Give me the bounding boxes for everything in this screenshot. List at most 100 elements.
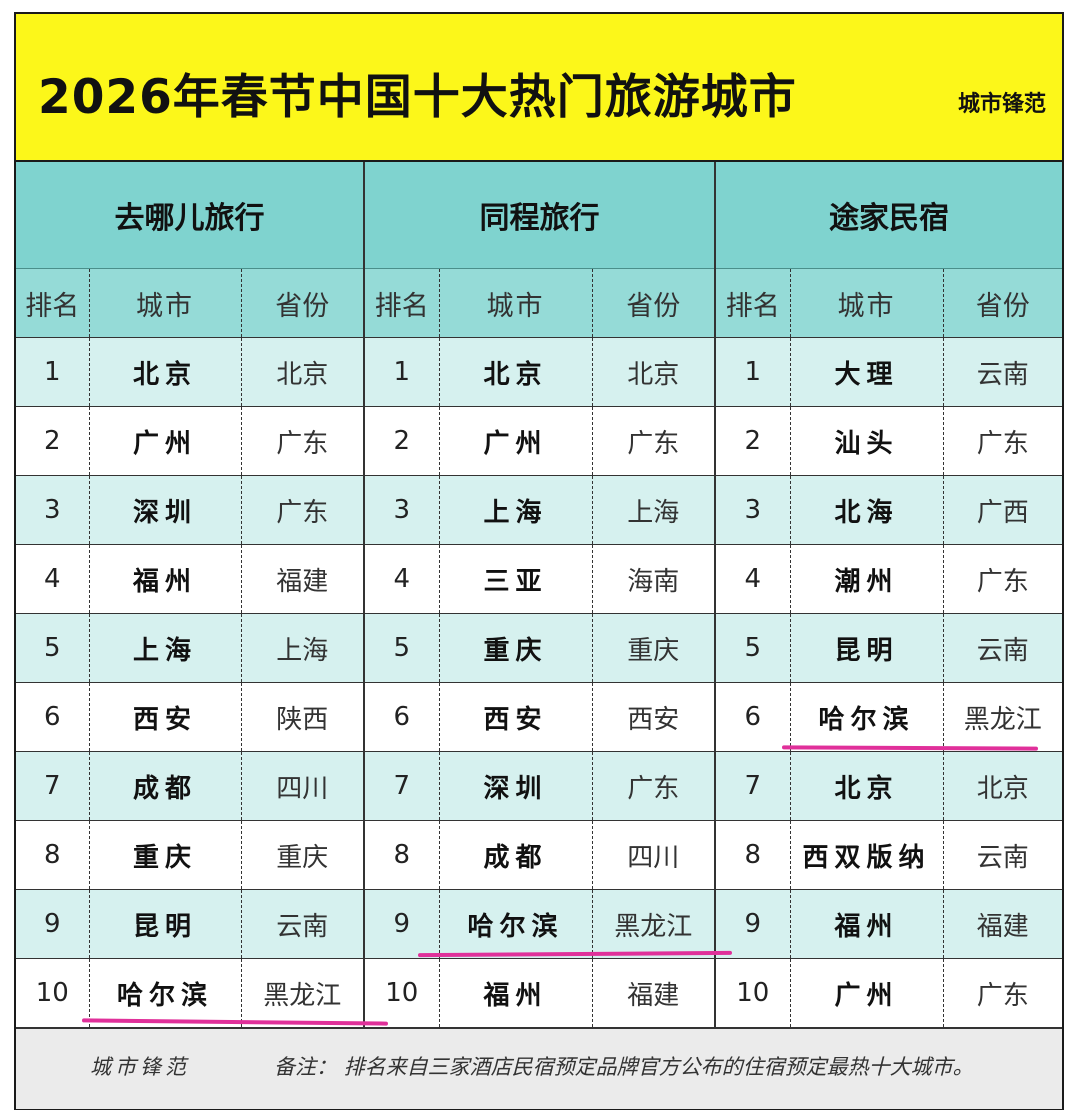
rank-cell: 3 xyxy=(16,475,90,545)
province-cell: 黑龙江 xyxy=(592,889,717,959)
city-cell: 福州 xyxy=(439,958,593,1028)
column-header-province: 省份 xyxy=(943,268,1063,338)
city-cell: 西安 xyxy=(439,682,593,752)
rank-cell: 4 xyxy=(715,544,791,614)
rank-cell: 5 xyxy=(364,613,440,683)
rank-cell: 2 xyxy=(715,406,791,476)
city-cell: 西安 xyxy=(89,682,242,752)
column-header-city: 城市 xyxy=(790,268,944,338)
rank-cell: 5 xyxy=(16,613,90,683)
column-header-rank: 排名 xyxy=(364,268,440,338)
footer-brand: 城市锋范 xyxy=(90,1055,190,1079)
rank-cell: 4 xyxy=(364,544,440,614)
province-cell: 黑龙江 xyxy=(943,682,1063,752)
province-cell: 广东 xyxy=(241,475,366,545)
rank-cell: 6 xyxy=(715,682,791,752)
province-cell: 四川 xyxy=(241,751,366,821)
rank-cell: 5 xyxy=(715,613,791,683)
column-header-province: 省份 xyxy=(592,268,717,338)
rank-cell: 2 xyxy=(16,406,90,476)
province-cell: 北京 xyxy=(241,337,366,407)
city-cell: 深圳 xyxy=(439,751,593,821)
platform-header-qunar: 去哪儿旅行 xyxy=(16,162,366,269)
province-cell: 北京 xyxy=(943,751,1063,821)
platform-header-tongcheng: 同程旅行 xyxy=(364,162,717,269)
province-cell: 广东 xyxy=(592,406,717,476)
column-header-city: 城市 xyxy=(439,268,593,338)
platform-header-tujia: 途家民宿 xyxy=(715,162,1063,269)
table-row: 6 西安 陕西 6 西安 西安 6 哈尔滨 黑龙江 xyxy=(16,682,1063,752)
rank-cell: 10 xyxy=(16,958,90,1028)
rank-cell: 2 xyxy=(364,406,440,476)
table-row: 1 北京 北京 1 北京 北京 1 大理 云南 xyxy=(16,337,1063,407)
province-cell: 云南 xyxy=(943,337,1063,407)
table-row: 10 哈尔滨 黑龙江 10 福州 福建 10 广州 广东 xyxy=(16,958,1063,1028)
table-row: 2 广州 广东 2 广州 广东 2 汕头 广东 xyxy=(16,406,1063,476)
city-cell: 三亚 xyxy=(439,544,593,614)
table-row: 5 上海 上海 5 重庆 重庆 5 昆明 云南 xyxy=(16,613,1063,683)
city-cell: 北京 xyxy=(439,337,593,407)
province-cell: 四川 xyxy=(592,820,717,890)
province-cell: 云南 xyxy=(943,613,1063,683)
rank-cell: 1 xyxy=(715,337,791,407)
province-cell: 广东 xyxy=(943,544,1063,614)
province-cell: 重庆 xyxy=(241,820,366,890)
rank-cell: 7 xyxy=(16,751,90,821)
province-cell: 上海 xyxy=(592,475,717,545)
rank-cell: 6 xyxy=(364,682,440,752)
column-header-province: 省份 xyxy=(241,268,366,338)
province-cell: 广东 xyxy=(592,751,717,821)
province-cell: 黑龙江 xyxy=(241,958,366,1028)
brand-label: 城市锋范 xyxy=(957,92,1046,117)
rank-cell: 9 xyxy=(364,889,440,959)
rank-cell: 9 xyxy=(715,889,791,959)
city-cell: 昆明 xyxy=(89,889,242,959)
city-cell: 哈尔滨 xyxy=(89,958,242,1028)
rank-cell: 3 xyxy=(715,475,791,545)
city-cell: 福州 xyxy=(790,889,944,959)
province-cell: 云南 xyxy=(241,889,366,959)
city-cell: 汕头 xyxy=(790,406,944,476)
province-cell: 上海 xyxy=(241,613,366,683)
rank-cell: 10 xyxy=(715,958,791,1028)
ranking-sheet: 2026年春节中国十大热门旅游城市 城市锋范 去哪儿旅行 同程旅行 途家民宿 排… xyxy=(14,12,1064,1110)
city-cell: 北京 xyxy=(790,751,944,821)
province-cell: 海南 xyxy=(592,544,717,614)
city-cell: 哈尔滨 xyxy=(790,682,944,752)
city-cell: 重庆 xyxy=(89,820,242,890)
rank-cell: 1 xyxy=(364,337,440,407)
province-cell: 北京 xyxy=(592,337,717,407)
footer: 城市锋范 备注： 排名来自三家酒店民宿预定品牌官方公布的住宿预定最热十大城市。 xyxy=(16,1028,1062,1109)
province-cell: 福建 xyxy=(592,958,717,1028)
city-cell: 广州 xyxy=(439,406,593,476)
city-cell: 北京 xyxy=(89,337,242,407)
city-cell: 福州 xyxy=(89,544,242,614)
rank-cell: 3 xyxy=(364,475,440,545)
city-cell: 西双版纳 xyxy=(790,820,944,890)
city-cell: 上海 xyxy=(439,475,593,545)
province-cell: 陕西 xyxy=(241,682,366,752)
province-cell: 福建 xyxy=(241,544,366,614)
rank-cell: 10 xyxy=(364,958,440,1028)
city-cell: 上海 xyxy=(89,613,242,683)
column-header-rank: 排名 xyxy=(715,268,791,338)
table-row: 4 福州 福建 4 三亚 海南 4 潮州 广东 xyxy=(16,544,1063,614)
province-cell: 重庆 xyxy=(592,613,717,683)
province-cell: 广东 xyxy=(943,958,1063,1028)
city-cell: 广州 xyxy=(89,406,242,476)
province-cell: 福建 xyxy=(943,889,1063,959)
city-cell: 潮州 xyxy=(790,544,944,614)
title-bar: 2026年春节中国十大热门旅游城市 城市锋范 xyxy=(16,14,1062,162)
rank-cell: 4 xyxy=(16,544,90,614)
city-cell: 成都 xyxy=(439,820,593,890)
table-row: 3 深圳 广东 3 上海 上海 3 北海 广西 xyxy=(16,475,1063,545)
page-title: 2026年春节中国十大热门旅游城市 xyxy=(38,70,797,125)
province-cell: 广东 xyxy=(943,406,1063,476)
column-header-city: 城市 xyxy=(89,268,242,338)
ranking-table: 去哪儿旅行 同程旅行 途家民宿 排名 城市 省份 排名 城市 省份 排名 城市 省份 1 北京 北京… xyxy=(16,162,1063,1028)
footer-note: 备注： 排名来自三家酒店民宿预定品牌官方公布的住宿预定最热十大城市。 xyxy=(274,1055,974,1079)
province-cell: 广西 xyxy=(943,475,1063,545)
city-cell: 重庆 xyxy=(439,613,593,683)
rank-cell: 1 xyxy=(16,337,90,407)
province-cell: 云南 xyxy=(943,820,1063,890)
